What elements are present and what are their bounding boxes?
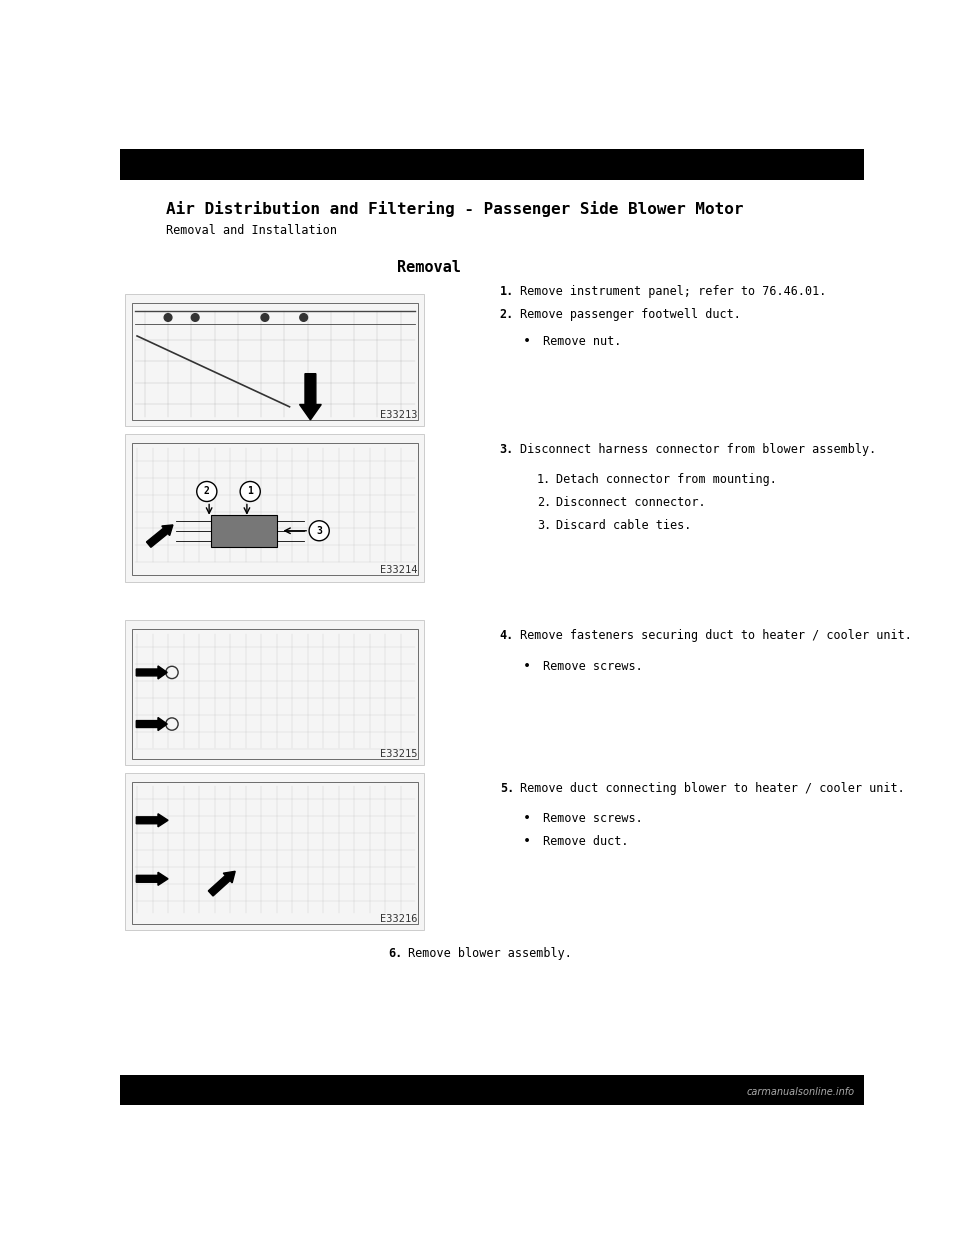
Bar — [126, 293, 423, 426]
Text: Discard cable ties.: Discard cable ties. — [557, 519, 692, 532]
FancyArrow shape — [136, 666, 167, 679]
Bar — [132, 303, 418, 420]
FancyArrow shape — [136, 718, 167, 730]
Text: E33214: E33214 — [380, 565, 418, 575]
Circle shape — [191, 314, 199, 322]
Text: Remove nut.: Remove nut. — [543, 335, 621, 348]
Text: 5.: 5. — [500, 781, 514, 795]
Text: 4.: 4. — [500, 630, 514, 642]
Circle shape — [164, 314, 172, 322]
Text: •: • — [523, 812, 531, 825]
Text: Remove instrument panel; refer to 76.46.01.: Remove instrument panel; refer to 76.46.… — [520, 286, 827, 298]
Text: Removal and Installation: Removal and Installation — [166, 225, 338, 237]
Text: Remove blower assembly.: Remove blower assembly. — [408, 948, 572, 960]
Text: Remove duct.: Remove duct. — [543, 835, 629, 848]
Bar — [126, 773, 423, 930]
Text: Remove screws.: Remove screws. — [543, 660, 643, 673]
FancyArrow shape — [300, 374, 322, 420]
Text: •: • — [523, 335, 531, 348]
Bar — [126, 620, 423, 765]
Circle shape — [240, 482, 260, 502]
Bar — [210, 514, 276, 546]
Text: 3.: 3. — [537, 519, 551, 532]
Text: carmanualsonline.info: carmanualsonline.info — [747, 1087, 854, 1097]
Text: Disconnect harness connector from blower assembly.: Disconnect harness connector from blower… — [520, 443, 876, 456]
FancyArrow shape — [136, 814, 168, 827]
Text: 3: 3 — [316, 525, 323, 535]
Text: 6.: 6. — [388, 948, 402, 960]
Circle shape — [309, 520, 329, 540]
Text: Remove fasteners securing duct to heater / cooler unit.: Remove fasteners securing duct to heater… — [520, 630, 912, 642]
Text: Remove passenger footwell duct.: Remove passenger footwell duct. — [520, 308, 741, 320]
Bar — [132, 630, 418, 759]
Text: 2: 2 — [204, 487, 209, 497]
Text: 1.: 1. — [537, 473, 551, 487]
Text: Removal: Removal — [396, 261, 461, 276]
Text: 2.: 2. — [537, 496, 551, 509]
Text: Remove screws.: Remove screws. — [543, 812, 643, 825]
Text: •: • — [523, 660, 531, 673]
Circle shape — [197, 482, 217, 502]
Bar — [126, 433, 423, 581]
FancyArrow shape — [208, 872, 235, 895]
Text: Air Distribution and Filtering - Passenger Side Blower Motor: Air Distribution and Filtering - Passeng… — [166, 201, 744, 217]
Text: •: • — [523, 835, 531, 848]
FancyArrow shape — [136, 872, 168, 886]
Text: E33213: E33213 — [380, 410, 418, 420]
Circle shape — [300, 314, 307, 322]
Text: 2.: 2. — [500, 308, 514, 320]
Bar — [120, 149, 864, 180]
Text: E33215: E33215 — [380, 749, 418, 759]
Text: 1: 1 — [248, 487, 253, 497]
Bar — [120, 1074, 864, 1105]
Text: 3.: 3. — [500, 443, 514, 456]
Text: Detach connector from mounting.: Detach connector from mounting. — [557, 473, 778, 487]
Circle shape — [261, 314, 269, 322]
Text: Remove duct connecting blower to heater / cooler unit.: Remove duct connecting blower to heater … — [520, 781, 904, 795]
Bar — [132, 443, 418, 575]
FancyArrow shape — [147, 525, 173, 548]
Text: E33216: E33216 — [380, 914, 418, 924]
Bar — [132, 781, 418, 924]
Text: 1.: 1. — [500, 286, 514, 298]
Text: Disconnect connector.: Disconnect connector. — [557, 496, 706, 509]
